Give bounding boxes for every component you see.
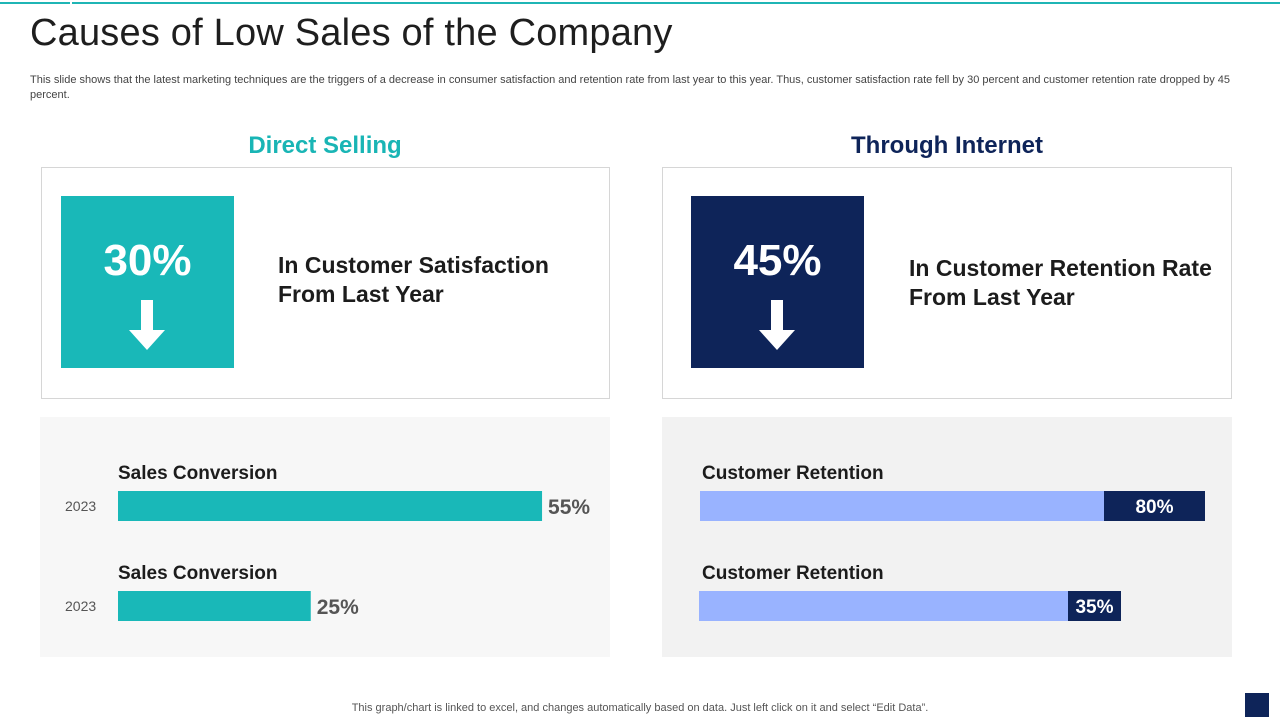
data-label: 35% xyxy=(1075,597,1113,618)
series-label: Sales Conversion xyxy=(118,463,277,484)
bar-remainder xyxy=(700,491,1104,521)
direct-selling-stat-card: 30% In Customer Satisfaction From Last Y… xyxy=(41,167,610,399)
corner-logo-square xyxy=(1245,693,1269,717)
category-tick-label: 2023 xyxy=(65,598,96,614)
bar xyxy=(118,491,543,521)
top-accent-gap xyxy=(70,0,72,5)
bar xyxy=(1068,591,1121,621)
sales-conversion-chart-svg[interactable]: Sales Conversion 2023 55% Sales Conversion 2… xyxy=(40,417,610,657)
section-heading-through-internet: Through Internet xyxy=(851,132,1043,159)
data-label: 80% xyxy=(1135,497,1173,518)
slide-subtitle: This slide shows that the latest marketi… xyxy=(30,74,1231,101)
data-label: 25% xyxy=(317,596,359,619)
category-tick-label: 2023 xyxy=(65,498,96,514)
bar-remainder xyxy=(699,591,1068,621)
series-label: Customer Retention xyxy=(702,563,884,584)
through-internet-stat-card: 45% In Customer Retention Rate From Last… xyxy=(662,167,1232,399)
bar xyxy=(1104,491,1205,521)
retention-stat-value: 45% xyxy=(733,236,822,285)
satisfaction-stat-value: 30% xyxy=(103,236,192,285)
satisfaction-stat-text: In Customer Satisfaction From Last Year xyxy=(278,252,549,307)
sales-conversion-chart[interactable]: Sales Conversion 2023 55% Sales Conversion 2… xyxy=(40,417,610,657)
top-accent-line xyxy=(0,2,1280,4)
data-label: 55% xyxy=(548,496,590,519)
arrow-down-icon xyxy=(759,300,795,350)
customer-retention-chart-svg[interactable]: Customer Retention 80% Customer Retention 3… xyxy=(662,417,1232,657)
retention-stat-box: 45% xyxy=(691,196,864,368)
section-heading-direct-selling: Direct Selling xyxy=(248,132,402,159)
satisfaction-stat-box: 30% xyxy=(61,196,234,368)
slide-title: Causes of Low Sales of the Company xyxy=(30,12,673,54)
series-label: Customer Retention xyxy=(702,463,884,484)
bar xyxy=(118,591,311,621)
series-label: Sales Conversion xyxy=(118,563,277,584)
arrow-down-icon xyxy=(129,300,165,350)
footer-note: This graph/chart is linked to excel, and… xyxy=(351,702,929,714)
retention-stat-text: In Customer Retention Rate From Last Yea… xyxy=(909,255,1212,310)
customer-retention-chart[interactable]: Customer Retention 80% Customer Retention 3… xyxy=(662,417,1232,657)
